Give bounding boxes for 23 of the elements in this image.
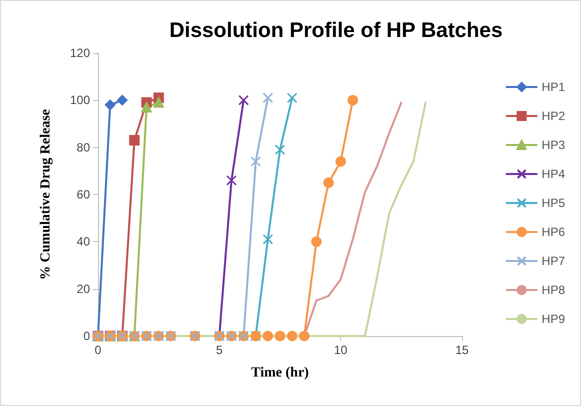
x-tick-label: 10 xyxy=(334,343,348,357)
legend-label: HP2 xyxy=(542,109,566,123)
y-tick-label: 80 xyxy=(76,140,90,154)
x-tick-label: 5 xyxy=(216,343,223,357)
x-tick-label: 0 xyxy=(94,343,102,357)
x-axis-title: Time (hr) xyxy=(251,366,310,380)
y-tick-label: 20 xyxy=(76,282,90,296)
legend-label: HP7 xyxy=(542,254,566,268)
legend-label: HP4 xyxy=(542,167,566,181)
legend-label: HP3 xyxy=(542,138,566,152)
legend-label: HP5 xyxy=(542,196,566,210)
legend-label: HP1 xyxy=(542,80,566,94)
y-tick-label: 0 xyxy=(83,329,90,343)
legend-label: HP6 xyxy=(542,225,566,239)
y-axis-title: % Cumulative Drug Release xyxy=(38,109,54,280)
y-tick-label: 40 xyxy=(76,234,90,249)
x-tick-label: 15 xyxy=(455,343,469,357)
y-tick-label: 100 xyxy=(70,93,90,108)
legend-label: HP8 xyxy=(542,283,566,297)
y-tick-label: 60 xyxy=(76,188,90,202)
chart-title: Dissolution Profile of HP Batches xyxy=(169,19,503,42)
y-tick-label: 120 xyxy=(70,46,90,60)
legend-label: HP9 xyxy=(542,312,566,326)
